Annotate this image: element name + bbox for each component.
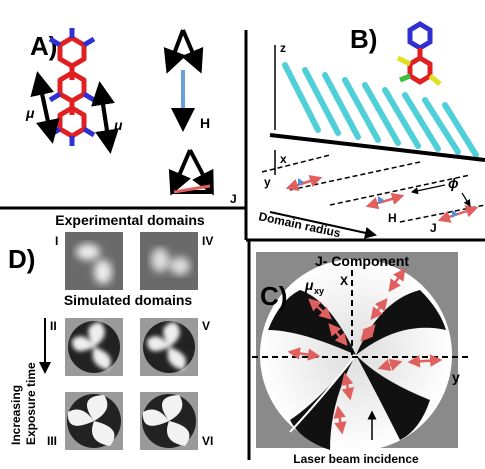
panel-a: A) μ μ H J [25,28,237,206]
figure: A) μ μ H J B) z x y Domain radius H J ϕ … [0,0,485,469]
simulated-title: Simulated domains [64,292,193,308]
j-label: J [430,221,437,235]
panel-d: Experimental domains D) I IV Simulated d… [8,212,213,450]
mu-label: μ [113,117,123,133]
axis-title: Increasing [9,385,23,445]
j-label: J [230,192,237,206]
simulated-images [65,318,198,450]
roman-label: I [55,234,58,248]
roman-label: III [47,434,57,448]
h-label: H [200,115,210,131]
component-title: J- Component [315,253,409,269]
axis-label: X [340,274,348,288]
roman-label: IV [202,234,213,248]
experimental-title: Experimental domains [55,212,205,228]
molecule [50,28,94,146]
phi-label: ϕ [448,175,459,191]
panel-label: A) [30,31,57,61]
panel-c: J- Component μ xy X C) y Laser beam inci… [252,252,470,466]
domain-radius: Domain radius [257,209,342,240]
mu-label: μ [25,105,35,121]
axis-label: y [264,175,271,189]
mu-label: μ [304,277,314,293]
roman-label: II [50,319,57,333]
panel-label: C) [260,281,287,311]
panel-b: B) z x y Domain radius H J ϕ [257,24,485,240]
j-markers [298,178,458,218]
roman-label: VI [202,434,213,448]
panel-label: B) [350,24,377,54]
mu-subscript: xy [314,286,324,296]
panel-label: D) [8,244,35,274]
caption: Laser beam incidence [293,452,419,466]
colored-molecule [398,24,440,84]
axis-title: Exposure time [24,362,38,445]
axis-label: z [280,41,286,55]
axis-label: y [452,369,460,385]
roman-label: V [202,319,210,333]
h-label: H [388,211,397,225]
axis-label: x [280,152,287,166]
experimental-images [65,232,198,290]
